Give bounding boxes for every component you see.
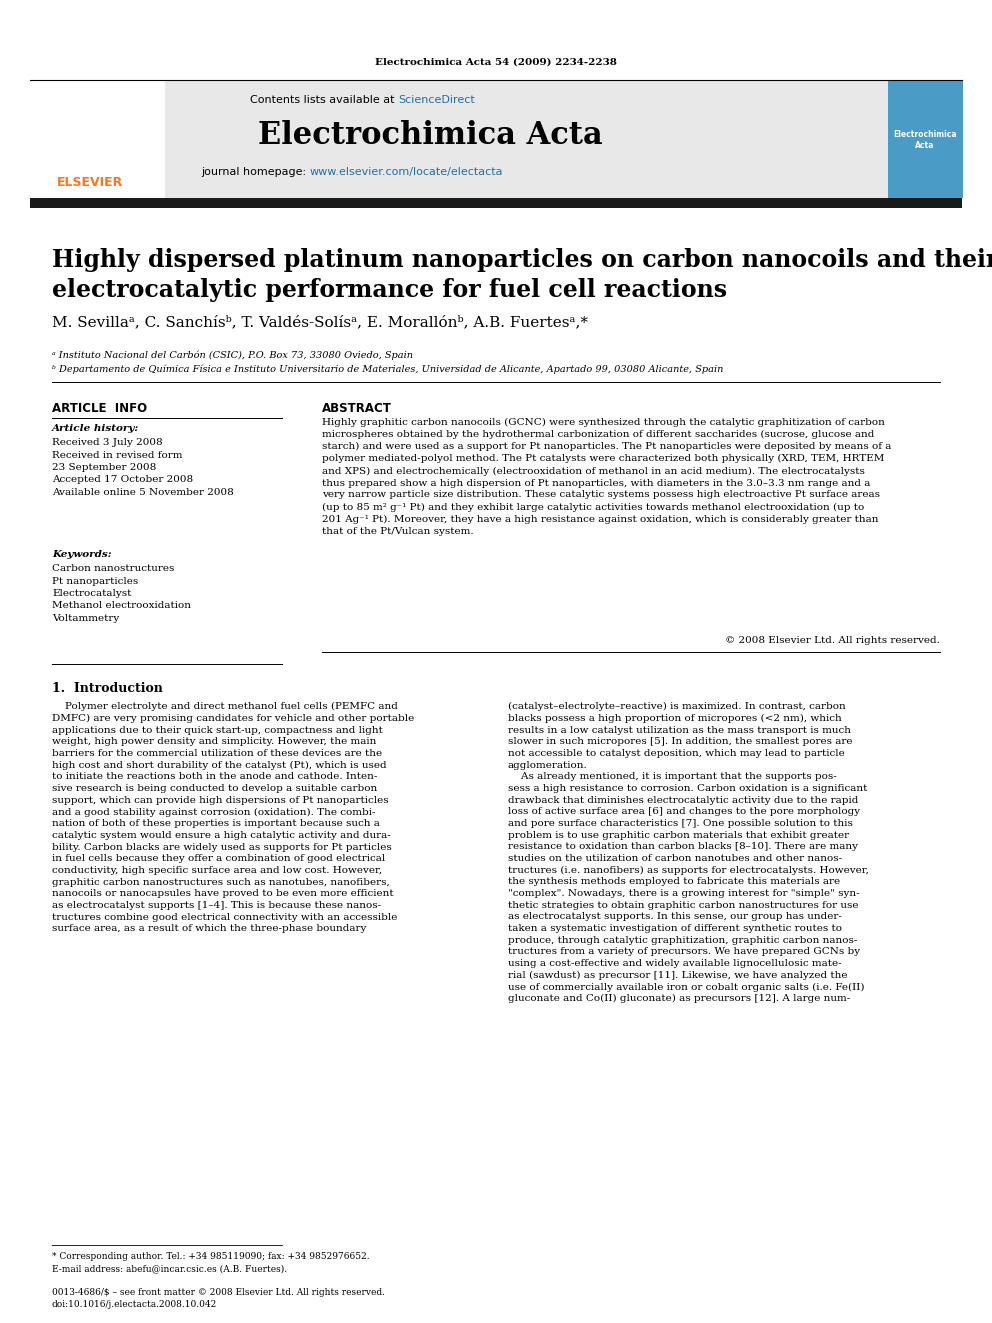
Text: ABSTRACT: ABSTRACT [322,402,392,415]
Text: Polymer electrolyte and direct methanol fuel cells (PEMFC and
DMFC) are very pro: Polymer electrolyte and direct methanol … [52,703,415,933]
Text: journal homepage:: journal homepage: [201,167,310,177]
Bar [30,198,962,208]
Text: Highly dispersed platinum nanoparticles on carbon nanocoils and their
electrocat: Highly dispersed platinum nanoparticles … [52,247,992,302]
Text: Contents lists available at: Contents lists available at [250,95,398,105]
Text: ᵇ Departamento de Química Física e Instituto Universitario de Materiales, Univer: ᵇ Departamento de Química Física e Insti… [52,364,723,373]
Text: ScienceDirect: ScienceDirect [398,95,475,105]
Text: 0013-4686/$ – see front matter © 2008 Elsevier Ltd. All rights reserved.: 0013-4686/$ – see front matter © 2008 El… [52,1289,385,1297]
Text: Article history:: Article history: [52,423,139,433]
Text: Electrochimica Acta: Electrochimica Acta [258,119,602,151]
Text: Keywords:: Keywords: [52,550,112,560]
Bar [30,79,165,198]
Text: ARTICLE  INFO: ARTICLE INFO [52,402,147,415]
Text: Electrochimica
Acta: Electrochimica Acta [893,130,957,151]
Text: ELSEVIER: ELSEVIER [57,176,123,189]
Text: Electrochimica Acta 54 (2009) 2234-2238: Electrochimica Acta 54 (2009) 2234-2238 [375,57,617,66]
Text: www.elsevier.com/locate/electacta: www.elsevier.com/locate/electacta [310,167,504,177]
Text: Highly graphitic carbon nanocoils (GCNC) were synthesized through the catalytic : Highly graphitic carbon nanocoils (GCNC)… [322,418,892,536]
Text: Carbon nanostructures
Pt nanoparticles
Electrocatalyst
Methanol electrooxidation: Carbon nanostructures Pt nanoparticles E… [52,564,191,623]
Text: 1.  Introduction: 1. Introduction [52,681,163,695]
Text: (catalyst–electrolyte–reactive) is maximized. In contrast, carbon
blacks possess: (catalyst–electrolyte–reactive) is maxim… [508,703,869,1003]
Text: E-mail address: abefu@incar.csic.es (A.B. Fuertes).: E-mail address: abefu@incar.csic.es (A.B… [52,1263,287,1273]
Text: © 2008 Elsevier Ltd. All rights reserved.: © 2008 Elsevier Ltd. All rights reserved… [725,636,940,646]
Text: * Corresponding author. Tel.: +34 985119090; fax: +34 9852976652.: * Corresponding author. Tel.: +34 985119… [52,1252,370,1261]
Text: ᵃ Instituto Nacional del Carbón (CSIC), P.O. Box 73, 33080 Oviedo, Spain: ᵃ Instituto Nacional del Carbón (CSIC), … [52,351,413,360]
Text: M. Sevillaᵃ, C. Sanchísᵇ, T. Valdés-Solísᵃ, E. Morallónᵇ, A.B. Fuertesᵃ,*: M. Sevillaᵃ, C. Sanchísᵇ, T. Valdés-Solí… [52,315,588,329]
Text: Received 3 July 2008
Received in revised form
23 September 2008
Accepted 17 Octo: Received 3 July 2008 Received in revised… [52,438,234,497]
Bar [30,79,962,198]
Text: doi:10.1016/j.electacta.2008.10.042: doi:10.1016/j.electacta.2008.10.042 [52,1301,217,1308]
Bar [888,79,963,198]
